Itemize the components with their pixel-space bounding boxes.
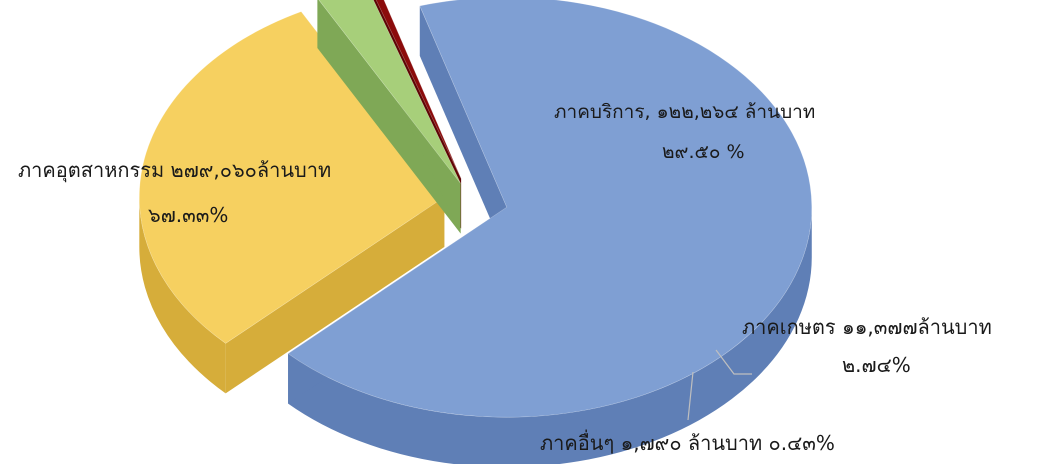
data-label-agriculture-percent: ๒.๗๔% [842,353,911,377]
pie-slice-agriculture [318,0,461,184]
slice-side-industry [288,207,812,464]
data-label-other: ภาคอื่นๆ ๑,๗๙๐ ล้านบาท ๐.๔๓% [540,429,835,455]
slice-cut-services-0 [225,196,445,394]
data-label-industry-percent: ๖๗.๓๓% [148,203,228,227]
slice-side-services [139,196,226,394]
leader-line-other [687,371,694,421]
data-labels: ภาคอุตสาหกรรม ๒๗๙,๐๖๐ล้านบาท ๖๗.๓๓% ภาคบ… [18,101,992,455]
slice-cut-agriculture-0 [317,0,461,234]
data-label-agriculture: ภาคเกษตร ๑๑,๓๗๗ล้านบาท [742,315,992,339]
data-label-services: ภาคบริการ, ๑๒๒,๒๖๔ ล้านบาท [554,101,815,123]
pie-slice-industry [287,0,813,418]
pie-slices [139,0,813,464]
leader-lines [687,349,752,421]
data-label-services-percent: ๒๙.๕๐ % [662,141,745,163]
pie-slice-services [139,11,445,344]
data-label-industry: ภาคอุตสาหกรรม ๒๗๙,๐๖๐ล้านบาท [18,158,331,183]
slice-cut-industry-0 [419,5,507,258]
leader-line-agriculture [715,349,752,375]
pie-slice-other [375,0,462,179]
